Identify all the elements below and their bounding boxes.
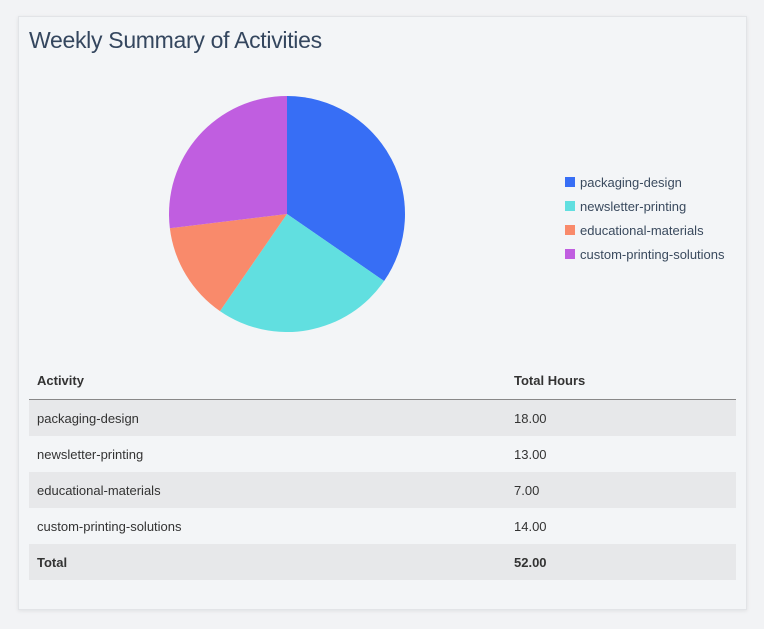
table-row: packaging-design 18.00 xyxy=(29,399,736,436)
pie-chart xyxy=(169,96,405,332)
legend-swatch xyxy=(565,177,575,187)
activity-cell: packaging-design xyxy=(29,399,506,436)
legend-label: packaging-design xyxy=(580,174,682,190)
legend-swatch xyxy=(565,201,575,211)
table-header-row: Activity Total Hours xyxy=(29,362,736,400)
legend-label: newsletter-printing xyxy=(580,198,687,214)
pie-slice-custom-printing-solutions[interactable] xyxy=(169,96,287,229)
table-row: newsletter-printing 13.00 xyxy=(29,436,736,472)
total-value: 52.00 xyxy=(506,544,736,580)
legend-item[interactable]: packaging-design xyxy=(565,170,725,194)
activity-table: Activity Total Hours packaging-design 18.… xyxy=(29,362,736,580)
hours-cell: 14.00 xyxy=(514,518,547,534)
legend: packaging-design newsletter-printing educa… xyxy=(565,170,725,266)
hours-cell: 18.00 xyxy=(506,399,736,436)
pie-slice-packaging-design[interactable] xyxy=(287,96,405,282)
summary-card: Weekly Summary of Activities packaging-d… xyxy=(18,16,747,610)
legend-swatch xyxy=(565,249,575,259)
table-row: educational-materials 7.00 xyxy=(29,472,736,508)
pie-slice-educational-materials[interactable] xyxy=(169,214,287,312)
total-row: Total 52.00 xyxy=(29,544,736,580)
hours-cell: 7.00 xyxy=(506,472,736,508)
column-header-activity: Activity xyxy=(29,362,506,400)
page-title: Weekly Summary of Activities xyxy=(29,27,322,53)
legend-label: custom-printing-solutions xyxy=(580,246,725,262)
activity-cell: newsletter-printing xyxy=(37,446,144,462)
total-label: Total xyxy=(29,544,506,580)
legend-label: educational-materials xyxy=(580,222,704,238)
activity-cell: educational-materials xyxy=(29,472,506,508)
column-header-total-hours: Total Hours xyxy=(506,362,736,400)
table-row: custom-printing-solutions 14.00 xyxy=(29,508,736,544)
legend-item[interactable]: newsletter-printing xyxy=(565,194,725,218)
legend-swatch xyxy=(565,225,575,235)
activity-cell: custom-printing-solutions xyxy=(37,518,182,534)
hours-cell: 13.00 xyxy=(514,446,547,462)
legend-item[interactable]: custom-printing-solutions xyxy=(565,242,725,266)
pie-slice-newsletter-printing[interactable] xyxy=(219,214,385,332)
legend-item[interactable]: educational-materials xyxy=(565,218,725,242)
